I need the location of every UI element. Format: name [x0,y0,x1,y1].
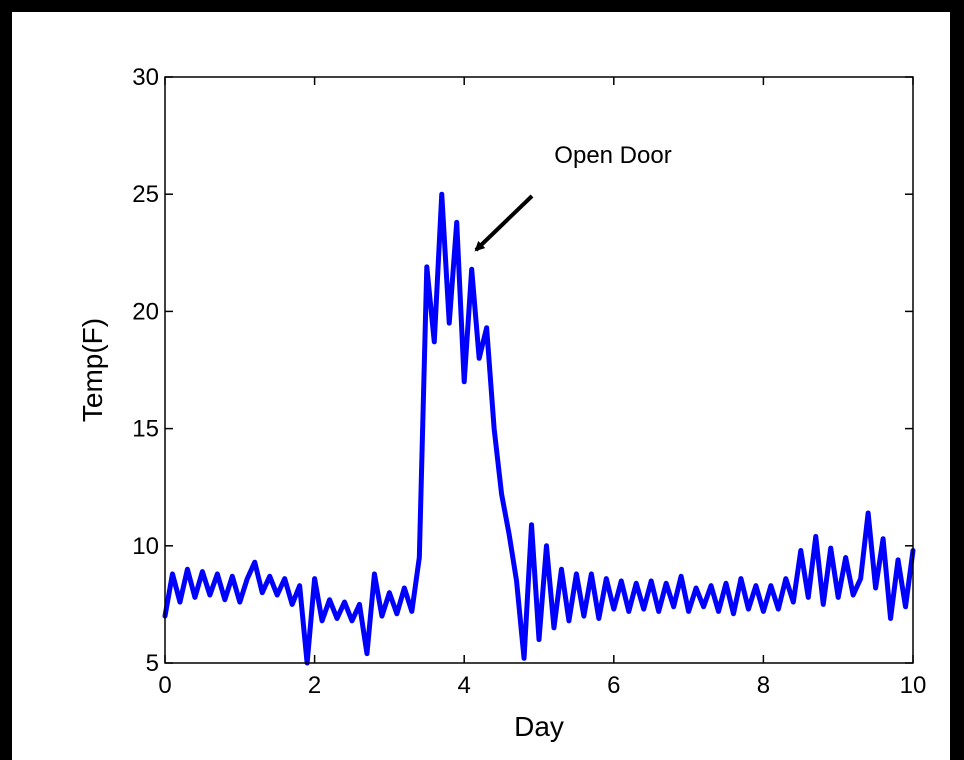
x-tick-label: 6 [607,672,620,699]
x-axis-label: Day [514,711,564,742]
y-tick-label: 20 [132,298,159,325]
y-tick-label: 10 [132,533,159,560]
frame [12,12,950,760]
x-tick-label: 10 [900,672,927,699]
x-tick-label: 2 [308,672,321,699]
plot-frame [164,76,914,664]
y-tick-label: 5 [146,650,159,677]
x-tick-label: 0 [158,672,171,699]
data-line [162,191,916,666]
y-tick-label: 25 [132,181,159,208]
annotation-arrow [474,194,534,252]
y-tick-label: 15 [132,416,159,443]
x-tick-label: 4 [458,672,471,699]
x-tick-label: 8 [757,672,770,699]
annotation: Open Door [554,142,671,169]
y-axis-label: Temp(F) [77,318,108,422]
y-tick-label: 30 [132,64,159,91]
